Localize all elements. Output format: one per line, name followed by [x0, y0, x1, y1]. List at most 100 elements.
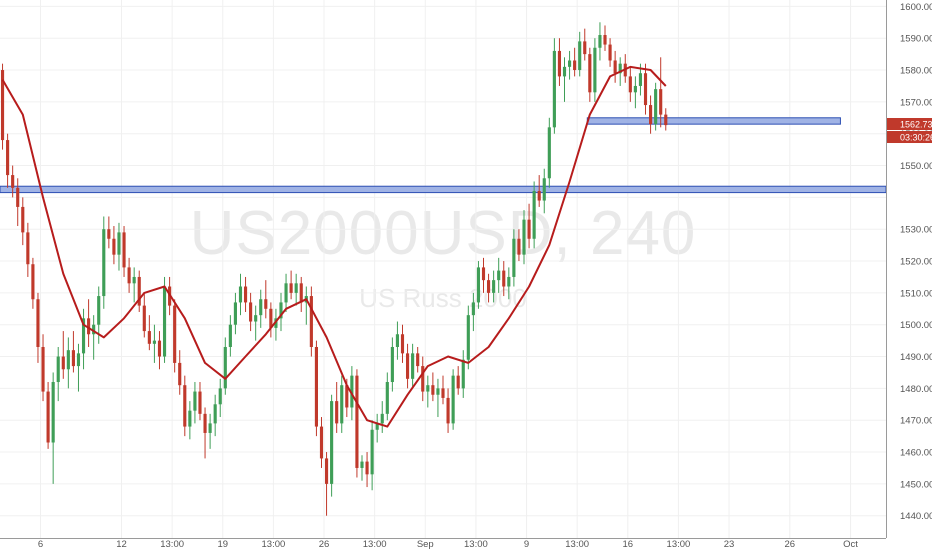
y-tick-label: 1580.000: [900, 66, 932, 77]
y-tick-label: 1550.000: [900, 161, 932, 172]
candle-body: [223, 346, 227, 389]
candle-body: [198, 391, 202, 414]
candle-body: [365, 461, 369, 475]
x-tick-label: 26: [319, 539, 330, 550]
candle-body: [81, 318, 86, 354]
candle-body: [213, 404, 217, 424]
candle-body: [517, 238, 521, 255]
candle-body: [613, 60, 617, 74]
x-tick-label: 23: [724, 539, 735, 550]
candle-body: [152, 340, 156, 344]
candle-body: [411, 353, 415, 379]
candle-body: [92, 324, 96, 335]
candle-body: [507, 276, 511, 287]
candle-body: [233, 302, 237, 325]
candle-body: [269, 308, 273, 328]
candle-body: [471, 302, 475, 316]
candle-body: [340, 385, 344, 424]
countdown-label-bg: [887, 131, 932, 144]
candle-body: [102, 229, 106, 297]
candle-body: [481, 267, 486, 281]
x-tick-label: 13:00: [160, 539, 184, 550]
candle-body: [400, 334, 405, 354]
candle-body: [249, 302, 253, 322]
x-tick-label: 16: [623, 539, 634, 550]
candle-body: [476, 267, 481, 303]
candle-body: [451, 375, 455, 424]
y-tick-label: 1500.000: [900, 320, 932, 331]
candle-body: [142, 305, 146, 332]
y-tick-label: 1440.000: [900, 511, 932, 522]
y-tick-label: 1510.000: [900, 288, 932, 299]
candle-body: [522, 219, 526, 255]
moving-average-line: [1, 65, 667, 428]
candle-body: [330, 401, 334, 484]
x-tick-label: 19: [217, 539, 228, 550]
x-tick-label: 13:00: [667, 539, 691, 550]
candle-body: [26, 232, 30, 265]
candle-body: [557, 50, 562, 77]
candle-body: [254, 315, 258, 322]
y-tick-label: 1470.000: [900, 416, 932, 427]
candle-body: [228, 324, 232, 347]
candle-body: [238, 286, 243, 303]
candle-body: [654, 89, 658, 125]
candle-body: [431, 385, 435, 395]
candle-body: [512, 238, 516, 277]
candle-body: [284, 283, 288, 303]
candle-body: [492, 280, 496, 293]
candle-body: [11, 175, 15, 188]
candle-body: [416, 353, 420, 367]
candle-body: [466, 315, 470, 360]
candle-body: [97, 296, 101, 325]
y-tick-label: 1520.000: [900, 257, 932, 268]
candle-body: [46, 391, 50, 443]
candle-body: [324, 458, 329, 484]
candle-body: [598, 35, 602, 48]
candle-body: [375, 423, 379, 430]
price-zone-rect[interactable]: [586, 117, 841, 125]
x-tick-label: 13:00: [262, 539, 286, 550]
candle-body: [532, 191, 536, 239]
candle-body: [461, 359, 465, 389]
y-tick-label: 1570.000: [900, 97, 932, 108]
x-tick-label: Oct: [843, 539, 858, 550]
candle-body: [486, 280, 491, 293]
candle-body: [547, 127, 551, 179]
price-zone-rect[interactable]: [0, 185, 887, 194]
y-tick-label: 1530.000: [900, 225, 932, 236]
last-price-label-bg: [887, 118, 932, 131]
candle-body: [56, 356, 60, 383]
y-tick-label: 1450.000: [900, 479, 932, 490]
candle-body: [243, 286, 248, 303]
support-resistance-zones[interactable]: [0, 117, 887, 194]
candle-body: [664, 114, 668, 126]
candle-body: [309, 296, 313, 347]
candlesticks: [0, 22, 668, 516]
x-tick-label: 13:00: [464, 539, 488, 550]
candle-body: [395, 334, 400, 347]
candle-body: [6, 140, 10, 176]
candle-body: [218, 388, 222, 405]
candle-body: [173, 305, 177, 363]
candle-body: [112, 238, 116, 255]
candle-body: [178, 362, 182, 386]
y-tick-label: 1490.000: [900, 352, 932, 363]
candle-body: [87, 318, 91, 335]
candle-body: [117, 232, 121, 255]
y-tick-label: 1480.000: [900, 384, 932, 395]
last-price-label: 1562.732: [900, 120, 932, 130]
candle-body: [279, 302, 283, 319]
x-tick-label: 13:00: [363, 539, 387, 550]
candle-body: [497, 270, 501, 281]
candle-body: [132, 276, 136, 284]
candle-body: [603, 35, 607, 45]
y-tick-label: 1600.000: [900, 2, 932, 13]
candle-body: [162, 286, 167, 357]
candle-body: [618, 63, 622, 74]
candle-body: [41, 346, 45, 392]
candle-body: [289, 283, 293, 293]
